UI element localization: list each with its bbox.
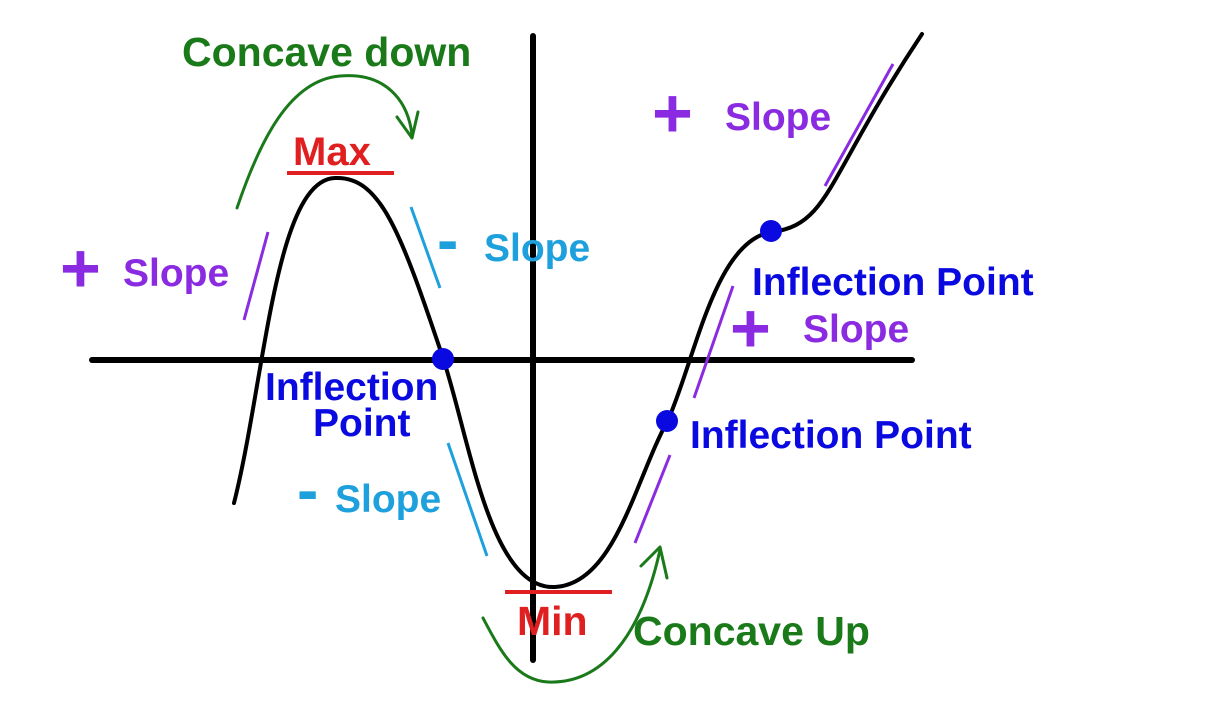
- minus-sign-lower: -: [297, 454, 318, 526]
- slope-label-left: Slope: [123, 252, 229, 295]
- inflection-label-lower-right: Inflection Point: [690, 414, 972, 457]
- inflection-dot-lower-right: [656, 410, 678, 432]
- slope-label-upper-right: Slope: [725, 96, 831, 139]
- positive-slope-mark-left: [244, 232, 268, 320]
- positive-slope-mark-upper: [825, 64, 893, 186]
- plus-sign-left: +: [60, 229, 101, 307]
- slope-label-negative-upper: Slope: [484, 227, 590, 270]
- positive-slope-mark-middle: [694, 286, 733, 398]
- inflection-label-upper-right: Inflection Point: [752, 261, 1034, 304]
- positive-slope-mark-lower: [635, 455, 670, 543]
- max-label: Max: [293, 130, 371, 174]
- inflection-label-left-line2: Point: [313, 402, 410, 445]
- inflection-dot-upper-right: [760, 220, 782, 242]
- minus-sign-upper: -: [437, 204, 458, 276]
- slope-label-middle-right: Slope: [803, 308, 909, 351]
- concave-up-label: Concave Up: [633, 608, 870, 654]
- slope-label-negative-lower: Slope: [335, 478, 441, 521]
- min-label: Min: [517, 598, 588, 644]
- plus-sign-upper-right: +: [652, 74, 693, 152]
- concave-down-label: Concave down: [182, 29, 471, 75]
